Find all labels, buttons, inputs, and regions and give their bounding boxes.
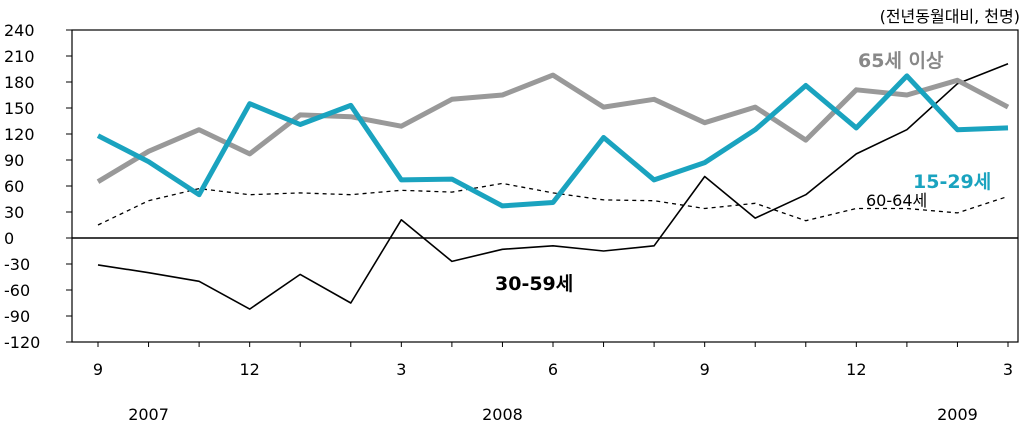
- label-30-59: 30-59세: [495, 273, 573, 295]
- y-tick-label: 180: [4, 73, 35, 92]
- label-15-29: 15-29세: [913, 171, 991, 193]
- y-tick-label: 30: [4, 203, 24, 222]
- y-tick-label: 120: [4, 125, 35, 144]
- x-tick-label: 3: [1003, 360, 1013, 379]
- y-tick-label: 150: [4, 99, 35, 118]
- year-labels: 2007 2008 2009: [128, 405, 978, 424]
- y-tick-label: -120: [4, 333, 40, 352]
- label-60-64: 60-64세: [866, 191, 927, 210]
- year-label: 2007: [128, 405, 169, 424]
- y-tick-label: 210: [4, 47, 35, 66]
- y-tick-label: -30: [4, 255, 30, 274]
- x-axis: 9 12 3 6 9 12 3: [93, 342, 1013, 379]
- y-tick-label: -90: [4, 307, 30, 326]
- series-line-60-64: [97, 182, 1009, 226]
- label-65-plus: 65세 이상: [858, 50, 944, 72]
- x-tick-label: 9: [700, 360, 710, 379]
- series-group: [96, 63, 1010, 310]
- y-tick-label: 0: [4, 229, 14, 248]
- x-tick-label: 6: [548, 360, 558, 379]
- y-tick-label: -60: [4, 281, 30, 300]
- year-label: 2008: [482, 405, 523, 424]
- y-tick-label: 90: [4, 151, 24, 170]
- y-axis: 240 210 180 150 120 90 60 30 0 -30 -60 -90 -120: [4, 21, 72, 352]
- y-tick-label: 60: [4, 177, 24, 196]
- x-tick-label: 12: [846, 360, 866, 379]
- year-label: 2009: [937, 405, 978, 424]
- x-tick-label: 3: [396, 360, 406, 379]
- series-line-30-59: [97, 63, 1009, 310]
- series-line-65-plus: [96, 72, 1010, 184]
- y-tick-label: 240: [4, 21, 35, 40]
- x-tick-label: 9: [93, 360, 103, 379]
- x-tick-label: 12: [239, 360, 259, 379]
- unit-note: (전년동월대비, 천명): [880, 7, 1020, 26]
- series-line-15-29: [96, 73, 1009, 209]
